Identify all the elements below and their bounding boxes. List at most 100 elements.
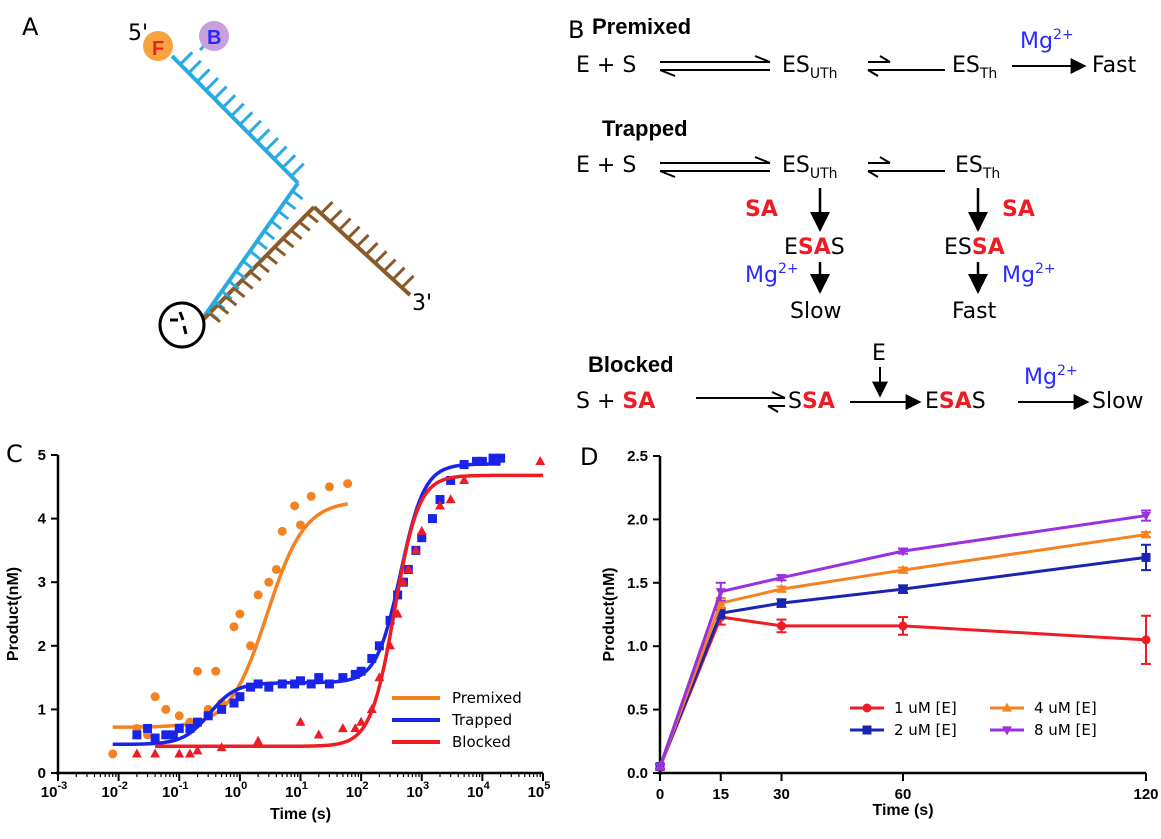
premixed-mg: Mg2+: [1020, 27, 1074, 54]
base-rung: [213, 85, 228, 100]
blocked-slow: Slow: [1092, 389, 1144, 414]
c-point-blocked: [216, 742, 227, 752]
c-point-blocked: [445, 494, 456, 504]
trapped-sa-right: SA: [1002, 197, 1035, 222]
c-point-trapped: [427, 514, 437, 524]
base-rung: [391, 266, 406, 281]
c-x-tick-label: 103: [406, 780, 429, 801]
c-point-trapped: [203, 711, 213, 721]
quencher-circle: [199, 21, 229, 51]
c-point-premixed: [271, 564, 281, 574]
c-point-blocked: [398, 576, 409, 586]
base-rung: [277, 209, 290, 221]
d-point-2um: [898, 584, 908, 594]
base-rung: [264, 136, 280, 152]
c-x-tick-label: 10-2: [101, 780, 127, 801]
c-point-trapped: [374, 641, 384, 651]
five-prime-label: 5': [128, 21, 148, 46]
base-rung: [284, 199, 297, 211]
dna-structure: F B 5' 3': [128, 21, 432, 349]
c-point-blocked: [392, 608, 403, 618]
strand-brown-stem: [196, 205, 316, 327]
d-legend-marker: [862, 703, 872, 713]
c-y-tick-label: 5: [38, 447, 46, 464]
c-y-axis-title: Product(nM): [5, 567, 22, 661]
d-x-tick-label: 30: [773, 786, 790, 803]
c-point-trapped: [324, 679, 334, 689]
c-point-premixed: [161, 704, 171, 714]
c-point-trapped: [161, 730, 171, 740]
base-rung: [220, 289, 233, 301]
strand-brown-tail: [312, 205, 412, 297]
c-y-tick-label: 0: [38, 765, 46, 782]
blocked-ssa: SSA: [788, 389, 835, 414]
trapped-es-th: ESTh: [955, 153, 1000, 182]
base-rung: [266, 254, 279, 265]
c-point-trapped: [471, 456, 481, 466]
d-legend-label: 4 uM [E]: [1034, 699, 1097, 717]
c-point-blocked: [459, 475, 470, 485]
fluorophore-label: F: [152, 38, 164, 60]
base-rung: [263, 229, 276, 241]
c-point-trapped: [168, 730, 178, 740]
c-point-trapped: [253, 679, 263, 689]
c-point-blocked: [253, 735, 264, 745]
chart-d: 0.0 0.5 1.0 1.5 2.0 2.5 0 15 30 60 120 Time (s) Prod…: [601, 448, 1159, 819]
c-point-premixed: [229, 622, 239, 632]
trapped-mg-left: Mg2+: [745, 261, 799, 288]
premixed-equilibrium-2: [867, 55, 945, 77]
c-point-blocked: [150, 748, 161, 758]
base-rung: [241, 259, 254, 271]
d-legend-marker: [1002, 702, 1012, 712]
d-line-1um: [658, 615, 1147, 768]
d-point-8um: [776, 574, 787, 584]
base-rung: [239, 111, 254, 126]
blocked-s-sa: S + SA: [576, 389, 655, 414]
c-point-trapped: [174, 723, 184, 733]
c-point-blocked: [535, 455, 546, 465]
base-rung: [249, 271, 262, 282]
d-x-tick-label: 15: [712, 786, 729, 803]
c-point-premixed: [108, 749, 118, 759]
c-point-trapped: [277, 679, 287, 689]
c-point-premixed: [290, 501, 300, 511]
base-rung: [337, 217, 352, 232]
c-point-blocked: [337, 723, 348, 733]
base-rung: [179, 51, 194, 66]
c-point-trapped: [296, 676, 305, 686]
blocked-e-in: E: [872, 341, 886, 366]
base-rung: [346, 225, 361, 240]
base-rung: [230, 102, 245, 117]
trapped-es: E + S: [576, 153, 636, 178]
premixed-es: E + S: [576, 53, 636, 78]
base-rung: [270, 219, 283, 231]
c-point-premixed: [235, 609, 245, 619]
base-rung: [373, 250, 388, 265]
c-point-blocked: [374, 672, 385, 682]
base-rung: [234, 269, 247, 281]
d-point-8um: [715, 588, 726, 598]
d-legend: 1 uM [E] 2 uM [E] 4 uM [E] 8 uM [E]: [850, 699, 1097, 739]
blocked-title: Blocked: [588, 352, 674, 377]
c-point-premixed: [296, 520, 305, 530]
d-y-tick-label: 2.0: [627, 511, 648, 528]
c-point-trapped: [338, 673, 348, 683]
c-point-trapped: [417, 533, 427, 543]
c-point-blocked: [174, 748, 185, 758]
d-legend-label: 8 uM [E]: [1034, 721, 1097, 739]
hairpin-loop-marks: [170, 311, 188, 335]
base-rung: [249, 249, 261, 261]
d-point-2um: [777, 598, 786, 608]
base-rung: [256, 239, 269, 251]
c-point-blocked: [184, 748, 195, 758]
base-rung: [290, 162, 305, 177]
c-point-blocked: [410, 545, 421, 554]
d-point-1um: [898, 621, 908, 631]
panel-label-a: A: [22, 13, 39, 41]
c-point-blocked: [416, 525, 427, 535]
c-legend-label: Premixed: [452, 689, 522, 707]
premixed-title: Premixed: [592, 14, 691, 39]
base-rung: [306, 212, 319, 224]
panel-b: B Premixed E + S ESUTh ESTh Mg2+ Fast Tr…: [568, 14, 1144, 414]
base-rung: [355, 233, 370, 248]
